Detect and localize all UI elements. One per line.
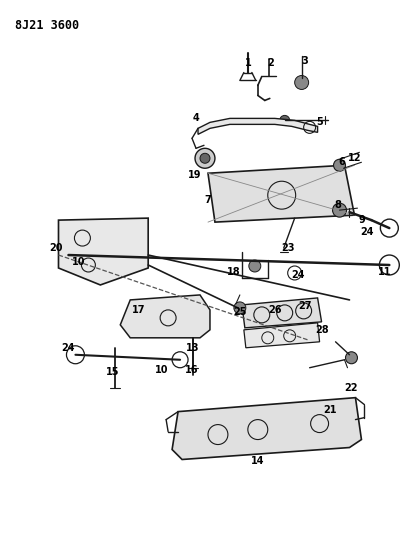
- Text: 3: 3: [300, 55, 307, 66]
- Circle shape: [344, 352, 356, 364]
- Text: 6: 6: [337, 157, 344, 167]
- Polygon shape: [120, 295, 209, 338]
- Text: 5: 5: [316, 117, 322, 127]
- Text: 28: 28: [314, 325, 328, 335]
- Text: 23: 23: [280, 243, 294, 253]
- Text: 25: 25: [233, 307, 246, 317]
- Circle shape: [294, 76, 308, 90]
- Text: 24: 24: [62, 343, 75, 353]
- Text: 7: 7: [204, 195, 211, 205]
- Text: 24: 24: [290, 270, 304, 280]
- Text: 8: 8: [333, 200, 340, 210]
- Text: 18: 18: [227, 267, 240, 277]
- Text: 24: 24: [360, 227, 373, 237]
- Text: 17: 17: [131, 305, 145, 315]
- Text: 10: 10: [155, 365, 168, 375]
- Text: 27: 27: [297, 301, 311, 311]
- Text: 12: 12: [347, 154, 360, 163]
- Polygon shape: [207, 165, 354, 222]
- Circle shape: [332, 203, 346, 217]
- Text: 16: 16: [185, 365, 198, 375]
- Text: 11: 11: [377, 267, 390, 277]
- Circle shape: [200, 154, 209, 163]
- Polygon shape: [198, 118, 317, 134]
- Text: 21: 21: [322, 405, 336, 415]
- Text: 14: 14: [251, 456, 264, 466]
- Text: 9: 9: [357, 215, 364, 225]
- Text: 10: 10: [71, 257, 85, 267]
- Polygon shape: [241, 298, 321, 328]
- Circle shape: [248, 260, 260, 272]
- Text: 26: 26: [267, 305, 281, 315]
- Text: 22: 22: [344, 383, 357, 393]
- Text: 20: 20: [49, 243, 62, 253]
- Circle shape: [333, 159, 344, 171]
- Circle shape: [279, 116, 289, 125]
- Polygon shape: [59, 218, 148, 285]
- Polygon shape: [243, 323, 319, 348]
- Polygon shape: [172, 398, 360, 459]
- Text: 8J21 3600: 8J21 3600: [14, 19, 79, 31]
- Text: 4: 4: [192, 114, 199, 123]
- Text: 1: 1: [244, 58, 251, 68]
- Text: 15: 15: [105, 367, 119, 377]
- Text: 13: 13: [186, 343, 199, 353]
- Circle shape: [233, 302, 245, 314]
- Circle shape: [194, 148, 215, 168]
- Text: 2: 2: [267, 58, 273, 68]
- Text: 19: 19: [188, 170, 201, 180]
